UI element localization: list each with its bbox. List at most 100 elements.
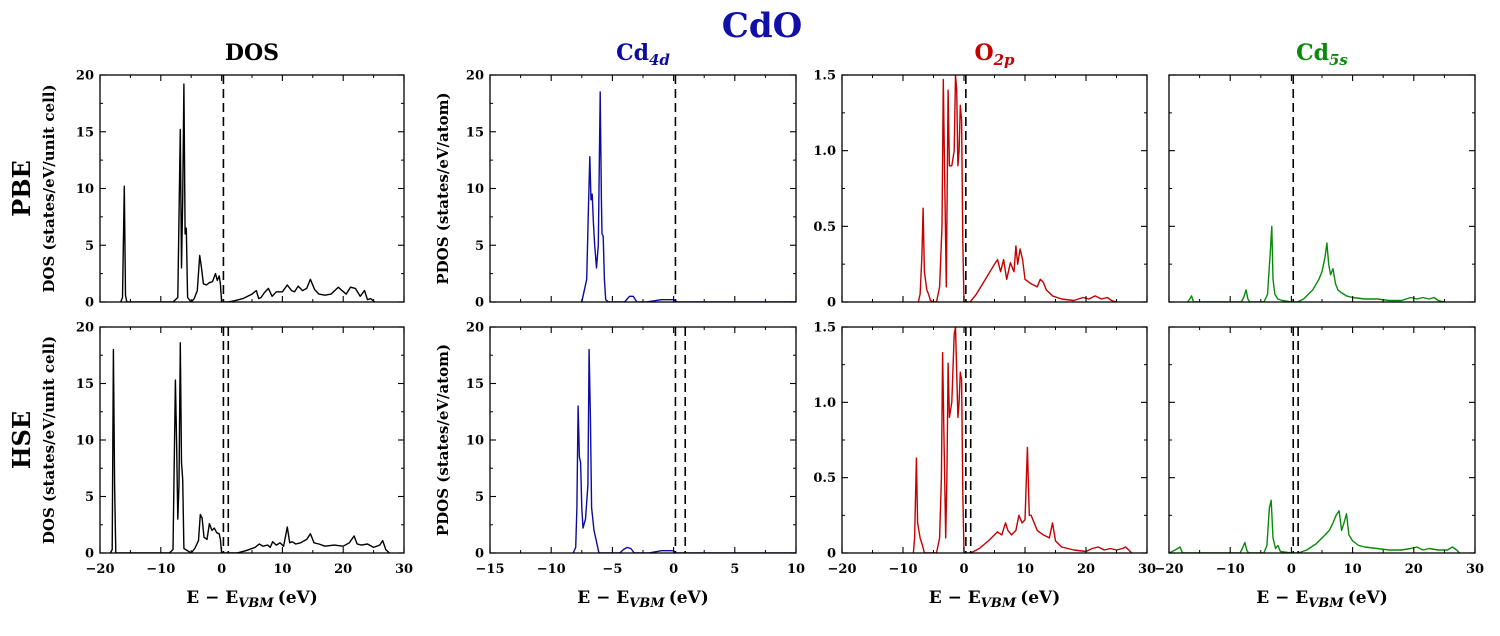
column-title-main: DOS (225, 40, 279, 66)
panel-cd4d-pbe: 0 5 10 15 20 PDOS (states/eV/atom) (434, 69, 797, 311)
y-tick-label: 1.5 (813, 69, 836, 84)
y-tick-label: 1.5 (813, 321, 836, 336)
y-tick-label: 5 (475, 239, 484, 254)
y-tick-label: 1.0 (813, 144, 836, 159)
y-tick-label: 5 (475, 490, 484, 505)
y-axis-label: DOS (states/eV/unit cell) (40, 336, 58, 544)
x-tick-label: 0 (1287, 562, 1296, 577)
plot-frame (489, 326, 797, 554)
x-tick-label: −20 (1155, 562, 1184, 577)
x-tick-label: −15 (476, 562, 505, 577)
x-tick-label: −5 (602, 562, 622, 577)
plot-frame (489, 74, 797, 303)
x-axis-label-sub: VBM (981, 596, 1017, 611)
column-title-1: DOS (225, 40, 279, 66)
x-tick-label: −10 (889, 562, 918, 577)
panel-cd5s-pbe (1168, 74, 1476, 303)
y-tick-label: 0.5 (813, 471, 836, 486)
panel-dos-pbe: 0 5 10 15 20 DOS (states/eV/unit cell) (40, 69, 405, 311)
y-axis-label: PDOS (states/eV/atom) (434, 344, 452, 536)
y-axis-label: PDOS (states/eV/atom) (434, 92, 452, 284)
y-tick-label: 0 (827, 547, 836, 562)
plot-frame (1168, 74, 1476, 303)
x-axis-label-unit: (eV) (1348, 588, 1388, 608)
x-axis-label-unit: (eV) (669, 588, 709, 608)
dos-series-line (109, 342, 390, 553)
plot-frame (99, 326, 405, 554)
x-tick-label: −20 (828, 562, 857, 577)
y-tick-label: 20 (466, 69, 484, 84)
y-tick-label: 15 (76, 377, 94, 392)
x-tick-label: −10 (146, 562, 175, 577)
x-tick-label: 5 (730, 562, 739, 577)
panel-o2p-hse: 0 0.5 1.0 1.5 −20 −10 0 10 20 30 (813, 321, 1156, 578)
x-tick-label: 20 (334, 562, 352, 577)
x-axis-label-4: E − EVBM (eV) (1256, 588, 1388, 611)
y-tick-label: 5 (85, 239, 94, 254)
column-title-4: Cd5s (1296, 40, 1348, 69)
cd5s-series-line (1186, 225, 1445, 302)
y-tick-label: 20 (76, 69, 94, 84)
figure-title: CdO (722, 6, 802, 46)
x-tick-label: 20 (1077, 562, 1095, 577)
y-tick-label: 0 (85, 296, 94, 311)
x-tick-label: −20 (86, 562, 115, 577)
x-axis-label-unit: (eV) (1020, 588, 1060, 608)
x-axis-label-sub: VBM (629, 596, 665, 611)
cd4d-series-line (581, 91, 796, 302)
x-axis-label-unit: (eV) (278, 588, 318, 608)
x-axis-label-main: E − E (577, 588, 629, 608)
y-tick-label: 20 (466, 321, 484, 336)
y-tick-label: 20 (76, 321, 94, 336)
panel-cd5s-hse: −20 −10 0 10 20 30 (1155, 326, 1484, 577)
x-tick-label: 0 (959, 562, 968, 577)
x-axis-label-main: E − E (186, 588, 238, 608)
plot-frame (99, 74, 405, 303)
column-title-main: Cd (616, 40, 649, 66)
dos-series-line (120, 83, 376, 302)
y-tick-label: 15 (466, 125, 484, 140)
x-axis-label-main: E − E (1256, 588, 1308, 608)
x-tick-label: 10 (273, 562, 291, 577)
column-title-sub: 2p (993, 51, 1015, 69)
y-tick-label: 5 (85, 490, 94, 505)
x-tick-label: −10 (1216, 562, 1245, 577)
plot-frame (841, 74, 1148, 303)
cd4d-series-line (572, 348, 796, 553)
column-title-main: Cd (1296, 40, 1329, 66)
x-tick-label: 0 (217, 562, 226, 577)
column-title-sub: 5s (1329, 51, 1348, 69)
column-title-main: O (974, 40, 993, 66)
panel-o2p-pbe: 0 0.5 1.0 1.5 (813, 69, 1148, 311)
x-tick-label: 30 (1466, 562, 1484, 577)
x-tick-label: 10 (1016, 562, 1034, 577)
x-tick-label: 0 (669, 562, 678, 577)
x-axis-label-main: E − E (929, 588, 981, 608)
x-axis-label-2: E − EVBM (eV) (577, 588, 709, 611)
plot-frame (1168, 326, 1476, 554)
y-tick-label: 15 (76, 125, 94, 140)
column-title-2: Cd4d (616, 40, 670, 69)
x-axis-label-1: E − EVBM (eV) (186, 588, 318, 611)
y-tick-label: 0 (827, 296, 836, 311)
o2p-series-line (917, 75, 1117, 302)
panel-cd4d-hse: 0 5 10 15 20 −15 −10 −5 0 5 10 PDOS (states/eV/atom… (434, 321, 805, 578)
y-tick-label: 0 (475, 547, 484, 562)
column-title-3: O2p (974, 40, 1015, 69)
y-tick-label: 10 (466, 182, 484, 197)
y-tick-label: 0 (85, 547, 94, 562)
y-tick-label: 10 (76, 182, 94, 197)
x-tick-label: 30 (395, 562, 413, 577)
y-tick-label: 0.5 (813, 220, 836, 235)
x-tick-label: 20 (1405, 562, 1423, 577)
y-tick-label: 1.0 (813, 396, 836, 411)
y-tick-label: 15 (466, 377, 484, 392)
x-axis-label-3: E − EVBM (eV) (929, 588, 1061, 611)
x-tick-label: −10 (537, 562, 566, 577)
panel-dos-hse: 0 5 10 15 20 −20 −10 0 10 20 30 DOS (states/eV/unit… (40, 321, 413, 578)
y-tick-label: 0 (475, 296, 484, 311)
cd5s-series-line (1169, 499, 1461, 553)
x-tick-label: 30 (1138, 562, 1156, 577)
